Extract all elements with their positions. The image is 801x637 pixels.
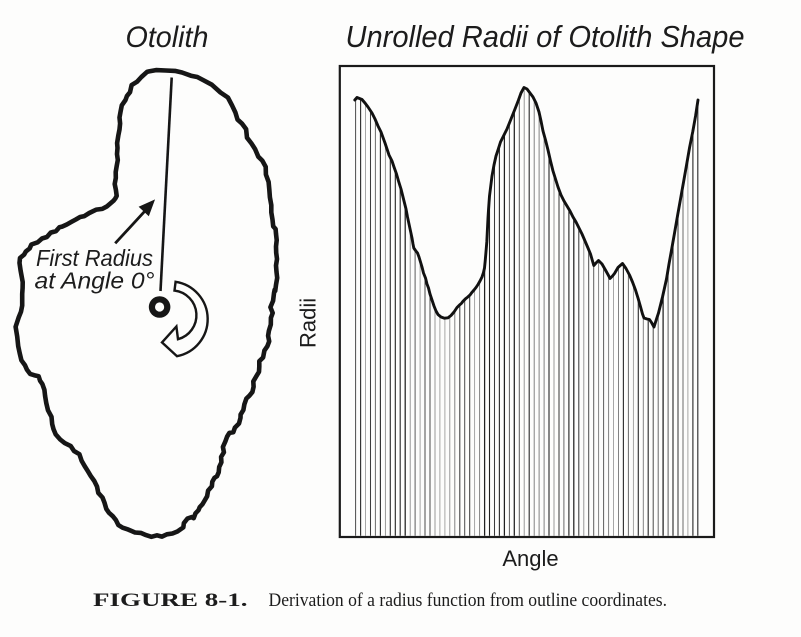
svg-text:Angle: Angle [502, 546, 558, 571]
svg-text:First Radius: First Radius [36, 245, 153, 271]
svg-text:FIGURE 8-1.Derivation of a rad: FIGURE 8-1. Derivation of a radius functi… [93, 591, 667, 611]
svg-text:at Angle 0°: at Angle 0° [35, 268, 155, 294]
svg-text:Unrolled Radii of Otolith Shap: Unrolled Radii of Otolith Shape [346, 19, 745, 54]
svg-text:Radii: Radii [296, 298, 321, 348]
svg-text:Otolith: Otolith [126, 21, 209, 54]
